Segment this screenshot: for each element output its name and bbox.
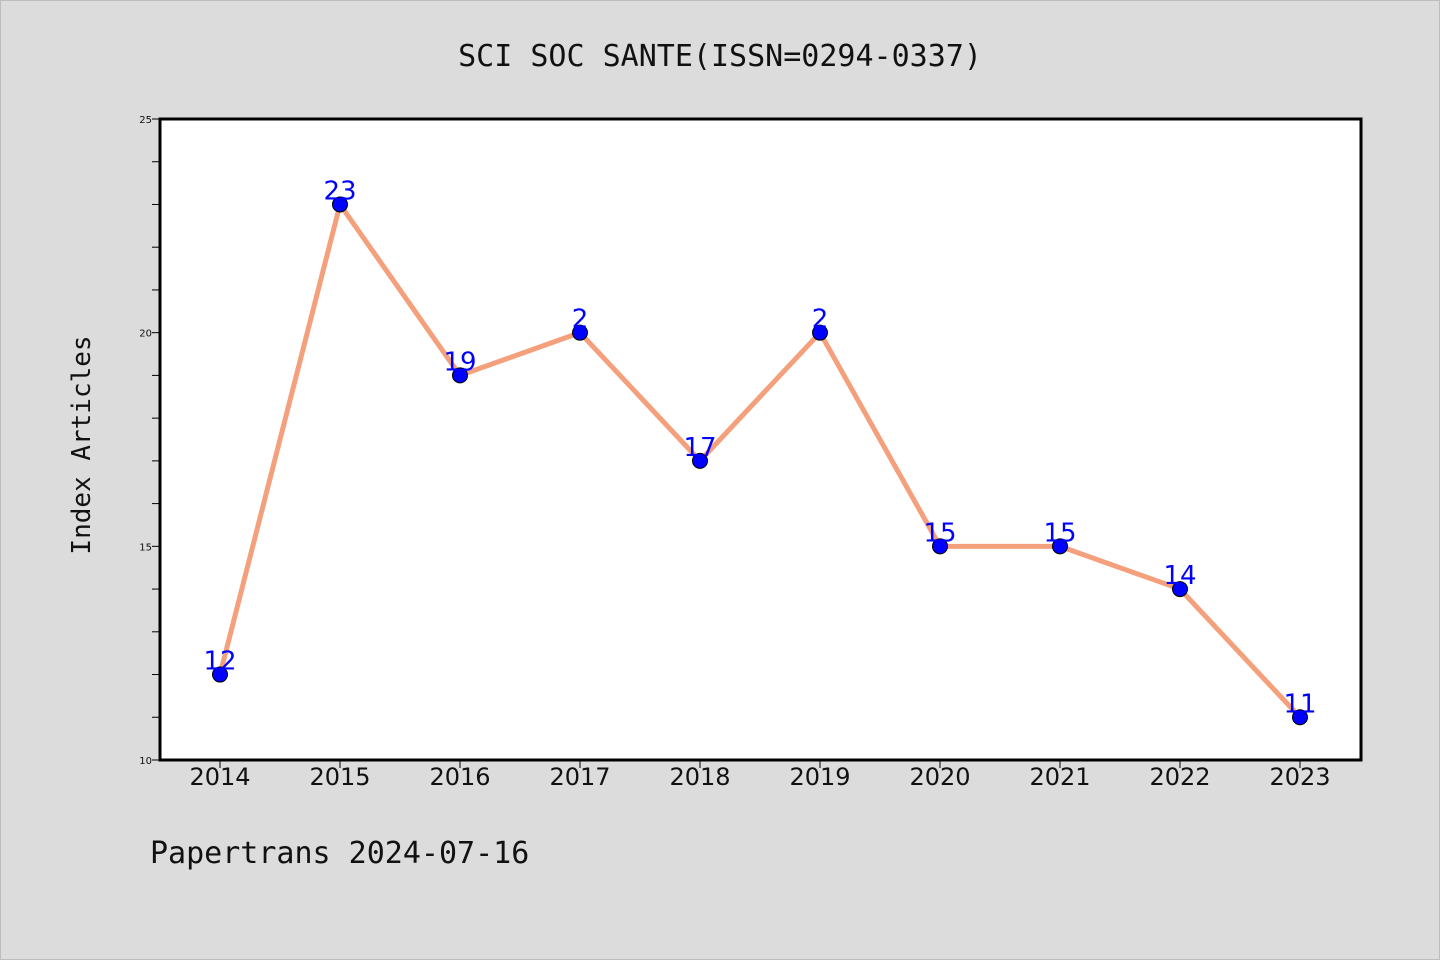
data-label: 12 (203, 647, 236, 677)
data-label: 19 (443, 347, 476, 377)
x-tick-label: 2021 (1029, 763, 1090, 791)
x-tick-label: 2020 (909, 763, 970, 791)
x-tick-label: 2018 (669, 763, 730, 791)
data-label: 17 (683, 433, 716, 463)
plot-area (158, 117, 1363, 762)
series-line (217, 201, 1303, 720)
data-point (332, 196, 348, 213)
x-tick-label: 2017 (549, 763, 610, 791)
data-point (932, 538, 948, 555)
y-axis: 10 15 20 25 (139, 115, 160, 767)
y-tick-label: 10 (139, 756, 152, 767)
x-tick-label: 2014 (189, 763, 250, 791)
data-point (692, 452, 708, 469)
y-axis-label: Index Articles (67, 335, 97, 554)
series-layer: 12 23 19 2 17 2 15 15 14 11 (203, 176, 1317, 726)
data-point (1292, 709, 1308, 726)
data-label: 15 (1043, 518, 1076, 548)
x-axis: 2014 2015 2016 2017 2018 2019 2020 2021 2022 2023 (189, 760, 1331, 791)
data-label: 11 (1283, 689, 1316, 719)
data-point (1052, 538, 1068, 555)
data-label: 2 (572, 305, 589, 335)
x-tick-label: 2019 (789, 763, 850, 791)
x-tick-label: 2023 (1269, 763, 1330, 791)
data-label: 23 (323, 176, 356, 206)
data-label: 2 (812, 305, 829, 335)
data-point (212, 666, 228, 683)
footer-credit: Papertrans 2024-07-16 (150, 836, 529, 871)
data-label: 14 (1163, 561, 1196, 591)
x-tick-label: 2015 (309, 763, 370, 791)
data-point (572, 324, 588, 341)
x-tick-label: 2016 (429, 763, 490, 791)
data-point (812, 324, 828, 341)
chart-title: SCI SOC SANTE(ISSN=0294-0337) (458, 39, 982, 74)
y-tick-label: 15 (139, 542, 152, 553)
data-point (1172, 581, 1188, 598)
y-tick-label: 25 (139, 115, 152, 126)
data-point (452, 367, 468, 384)
y-tick-label: 20 (139, 329, 152, 340)
x-tick-label: 2022 (1149, 763, 1210, 791)
data-label: 15 (923, 518, 956, 548)
